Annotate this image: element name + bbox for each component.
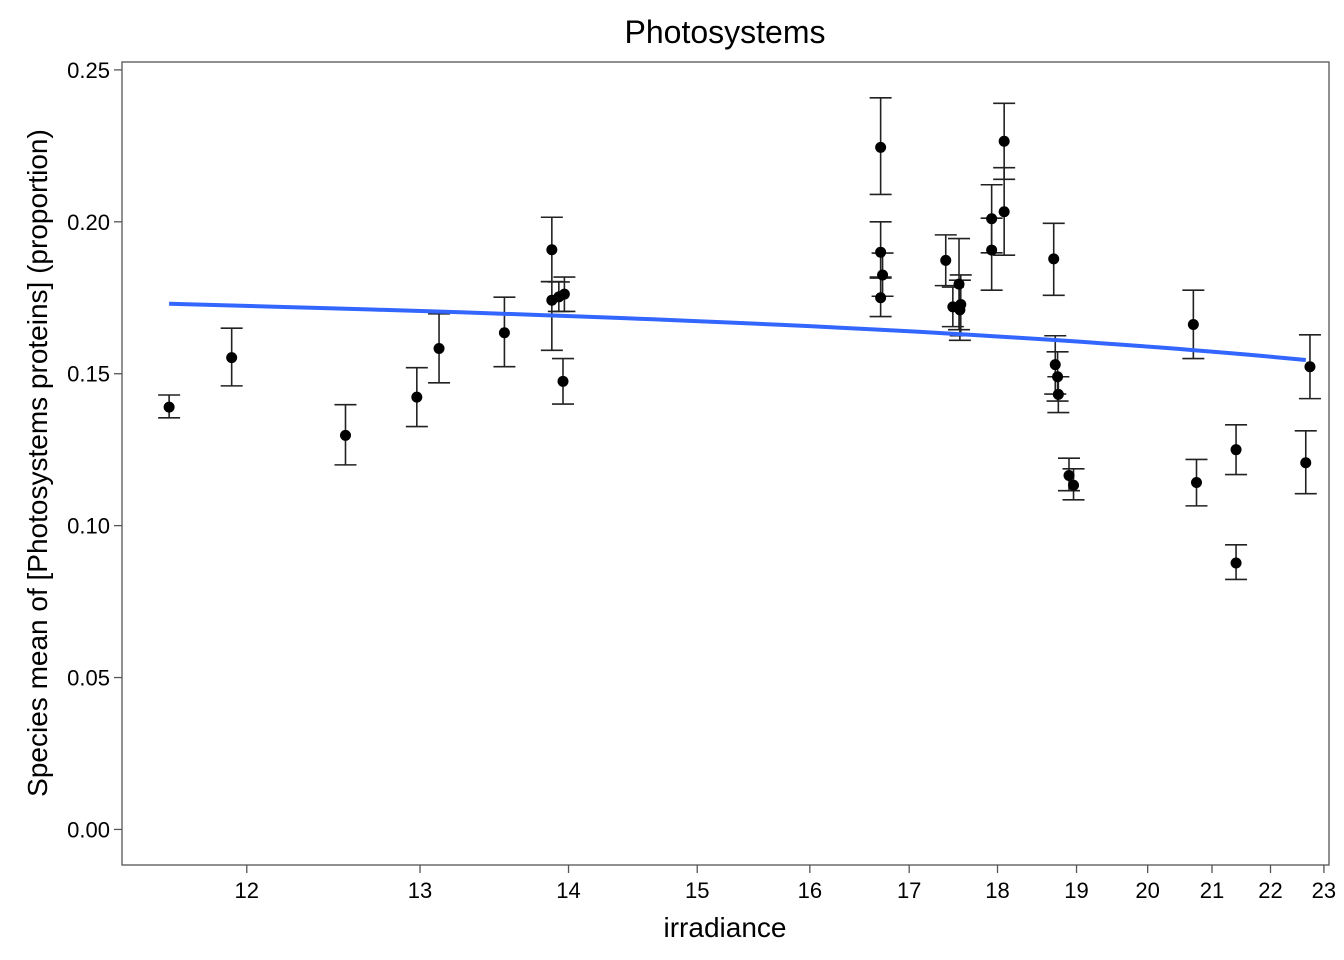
data-point [1300,457,1312,469]
plot-area [158,97,1321,581]
y-tick-label: 0.20 [67,210,110,235]
chart-title: Photosystems [625,14,826,50]
y-tick-label: 0.05 [67,666,110,691]
x-tick-label: 23 [1312,878,1336,903]
data-point [998,135,1010,147]
x-tick-label: 13 [408,878,432,903]
data-point [877,269,889,281]
x-tick-label: 18 [985,878,1009,903]
y-tick-label: 0.00 [67,817,110,842]
data-point [1190,476,1202,488]
data-point [226,352,238,364]
x-tick-label: 14 [556,878,580,903]
data-point [998,206,1010,218]
data-point [498,327,510,339]
data-point [1049,359,1061,371]
x-tick-label: 17 [897,878,921,903]
data-point [1230,557,1242,569]
data-point [433,343,445,355]
plot-panel-border [121,61,1330,866]
x-tick-label: 21 [1200,878,1224,903]
x-tick-label: 22 [1258,878,1282,903]
data-point [163,401,175,413]
data-point [986,213,998,225]
x-axis: 12 13 14 15 16 17 18 19 20 21 22 23 [235,865,1336,903]
data-point [1052,371,1064,383]
data-point [875,246,887,258]
x-tick-label: 16 [798,878,822,903]
data-point [1048,253,1060,265]
y-tick-label: 0.15 [67,362,110,387]
data-point [954,304,966,316]
data-point [1063,470,1075,482]
y-tick-label: 0.25 [67,58,110,83]
trend-line [169,301,1306,362]
data-point [411,391,423,403]
y-axis: 0.00 0.05 0.10 0.15 0.20 0.25 [67,58,122,842]
x-tick-label: 15 [685,878,709,903]
y-tick-label: 0.10 [67,514,110,539]
data-point [546,244,558,256]
data-point [1052,388,1064,400]
data-point [1304,361,1316,373]
data-point [1068,479,1080,491]
data-point [953,278,965,290]
data-point [1187,319,1199,331]
data-point [557,375,569,387]
data-point [1230,444,1242,456]
x-tick-label: 19 [1064,878,1088,903]
data-point [986,244,998,256]
data-point [875,141,887,153]
x-tick-label: 12 [235,878,259,903]
x-tick-label: 20 [1135,878,1159,903]
y-axis-label: Species mean of [Photosystems proteins] … [22,129,53,797]
data-point [875,292,887,304]
data-point [558,288,570,300]
x-axis-label: irradiance [664,912,787,943]
data-point [940,254,952,266]
data-point [339,429,351,441]
